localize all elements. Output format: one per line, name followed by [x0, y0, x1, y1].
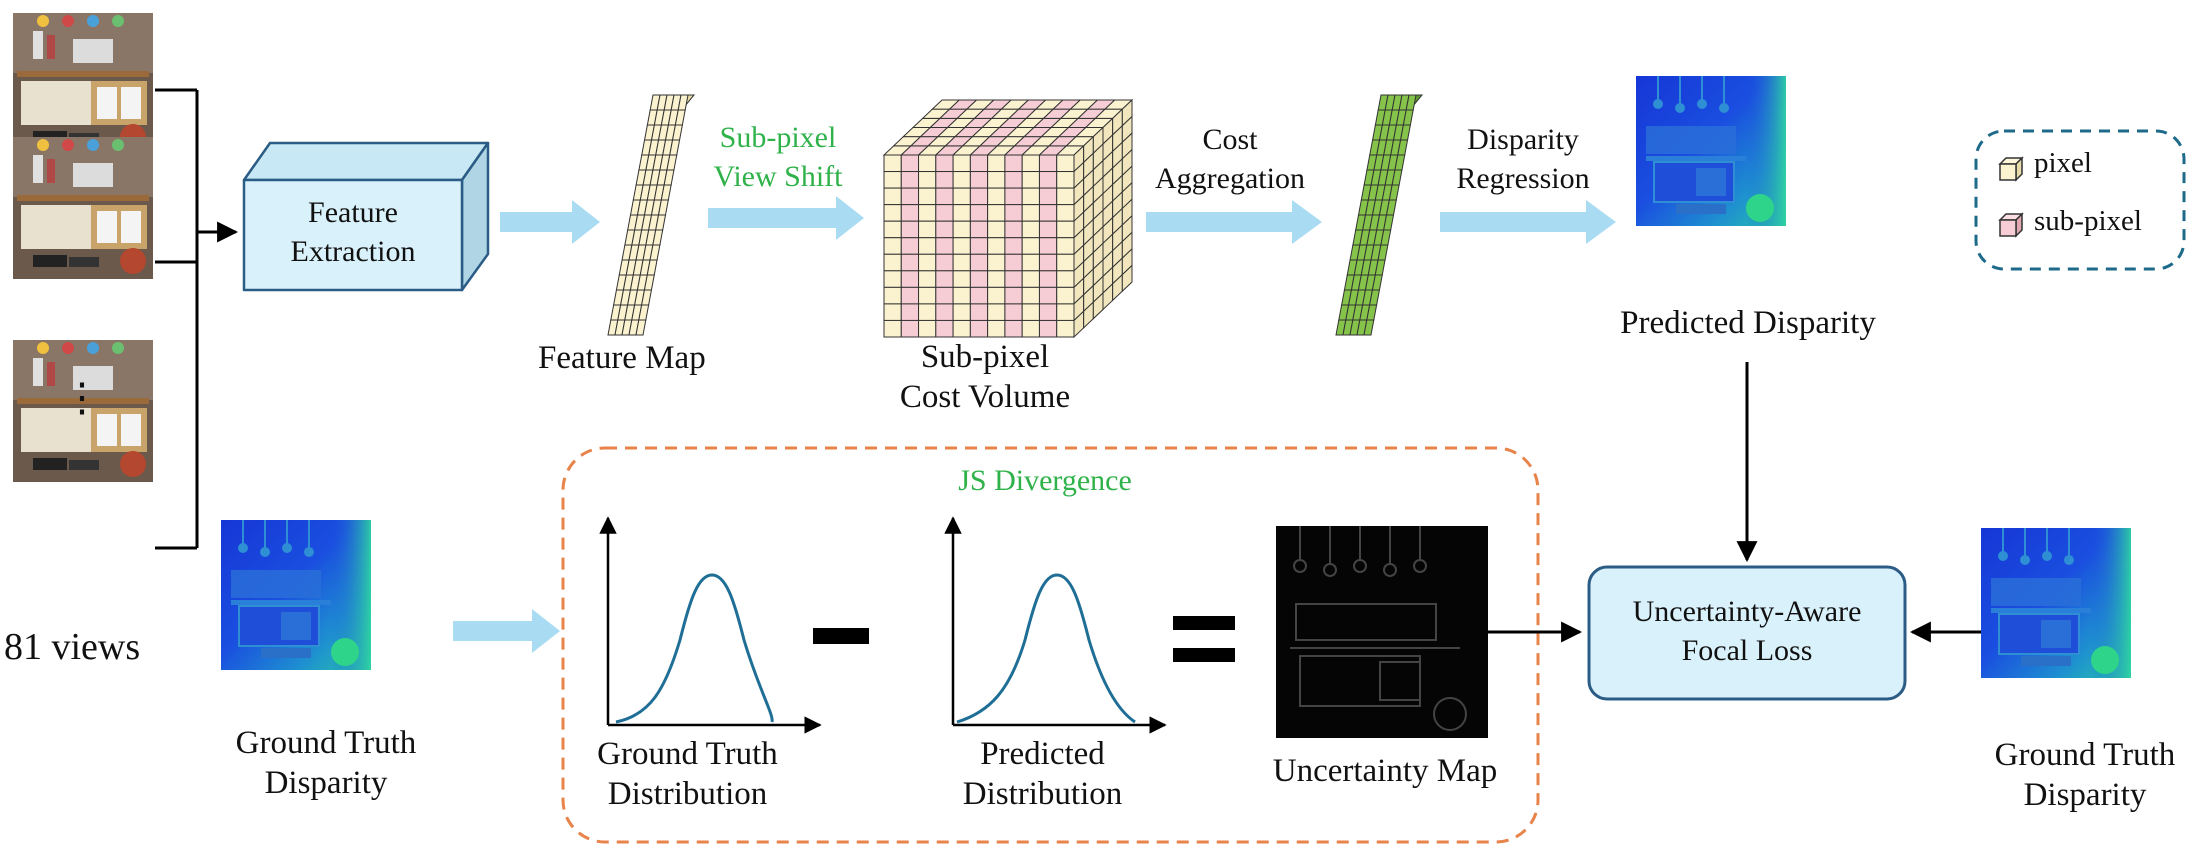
gt-disparity-left-label: Ground Truth Disparity	[235, 725, 417, 801]
cost-aggregation-label: Cost Aggregation	[1155, 123, 1305, 195]
cost-volume-label: Sub-pixel Cost Volume	[899, 339, 1071, 415]
legend-box	[1974, 129, 2186, 271]
uncertainty-map-label: Uncertainty Map	[1272, 753, 1498, 789]
gt-distribution-plot	[599, 516, 822, 734]
cost-volume-cube	[882, 98, 1134, 339]
ground-truth-disparity-left-image	[220, 519, 372, 671]
predicted-disparity-image	[1635, 75, 1787, 227]
views-ellipsis: ⋮	[62, 375, 102, 420]
legend-pixel-icon	[1998, 156, 2024, 182]
feature-map-grid	[607, 94, 696, 336]
view-shift-label: Sub-pixel View Shift	[713, 121, 843, 193]
views-label: 81 views	[4, 626, 141, 668]
minus-sign	[813, 628, 869, 644]
equals-sign	[1173, 616, 1235, 662]
predicted-disparity-label: Predicted Disparity	[1620, 305, 1876, 341]
js-divergence-label: JS Divergence	[958, 464, 1132, 497]
legend-sub-pixel-icon	[1998, 212, 2024, 238]
view-bracket	[155, 88, 239, 550]
ground-truth-disparity-right-image	[1980, 527, 2132, 679]
js-divergence-region	[561, 446, 1540, 844]
predicted-distribution-plot	[944, 516, 1167, 734]
legend-pixel-label: pixel	[2034, 147, 2092, 179]
view-thumbnail-1	[13, 13, 153, 155]
predicted-distribution-label: Predicted Distribution	[962, 736, 1123, 812]
gt-distribution-label: Ground Truth Distribution	[597, 736, 778, 812]
uncertainty-map-image	[1276, 526, 1488, 738]
loss-arrows	[1488, 362, 1986, 643]
view-thumbnail-2	[13, 137, 153, 279]
focal-loss-label: Uncertainty-Aware Focal Loss	[1632, 595, 1862, 667]
feature-map-label: Feature Map	[538, 340, 706, 376]
feature-extraction-label: Feature Extraction	[290, 196, 416, 268]
disparity-regression-label: Disparity Regression	[1456, 123, 1590, 195]
aggregated-cost-grid	[1335, 94, 1424, 336]
focal-loss-box	[1587, 565, 1907, 701]
legend-sub-pixel-label: sub-pixel	[2034, 205, 2142, 237]
gt-disparity-right-label: Ground Truth Disparity	[1994, 737, 2176, 813]
flow-arrows	[453, 196, 1616, 653]
feature-extraction-box	[242, 141, 490, 292]
